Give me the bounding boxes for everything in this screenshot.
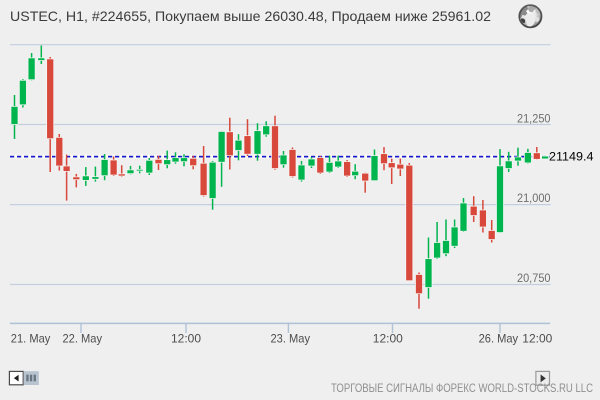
svg-text:26. May: 26. May: [479, 332, 518, 346]
svg-text:12:00: 12:00: [522, 332, 552, 346]
svg-text:21,000: 21,000: [517, 191, 551, 205]
svg-text:12:00: 12:00: [171, 332, 201, 346]
svg-text:20,750: 20,750: [517, 271, 551, 285]
svg-text:21. May: 21. May: [11, 332, 51, 346]
svg-text:ТОРГОВЫЕ СИГНАЛЫ ФОРЕКС WORLD-: ТОРГОВЫЕ СИГНАЛЫ ФОРЕКС WORLD-STOCKS.RU …: [331, 383, 593, 395]
svg-text:21149.4: 21149.4: [549, 150, 594, 164]
svg-text:23. May: 23. May: [271, 332, 311, 346]
svg-text:12:00: 12:00: [373, 332, 403, 346]
svg-text:21,250: 21,250: [517, 111, 551, 125]
svg-text:USTEC, H1, #224655, Покупаем в: USTEC, H1, #224655, Покупаем выше 26030.…: [10, 8, 491, 24]
svg-text:22. May: 22. May: [63, 332, 103, 346]
